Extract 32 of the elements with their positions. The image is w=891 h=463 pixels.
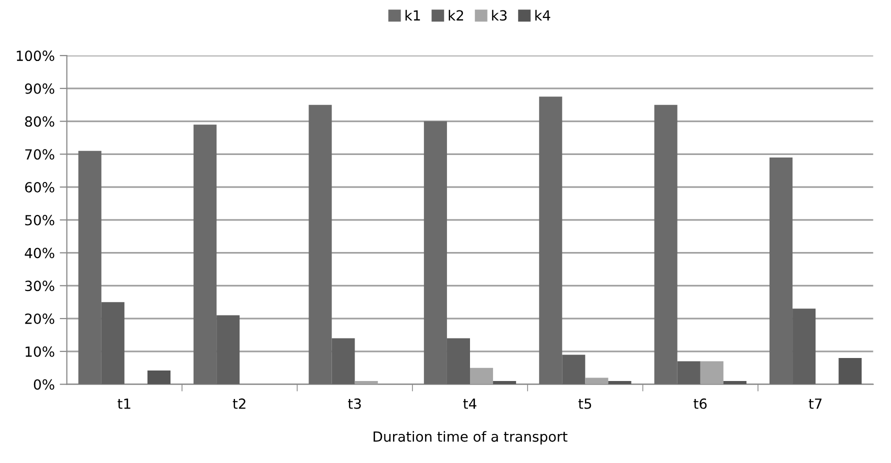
bar bbox=[585, 378, 608, 384]
x-tick-label: t1 bbox=[118, 398, 130, 409]
x-tick-label: t7 bbox=[808, 398, 822, 409]
bar bbox=[838, 358, 862, 384]
x-axis-title: Duration time of a transport bbox=[374, 431, 568, 445]
legend-label: k3 bbox=[492, 10, 507, 21]
y-tick-label: 10% bbox=[26, 346, 54, 357]
x-tick-label: t2 bbox=[232, 398, 246, 409]
y-tick-label: 40% bbox=[24, 248, 54, 258]
y-tick-label: 100% bbox=[16, 50, 54, 62]
y-tick-label: 0% bbox=[34, 379, 54, 390]
bar bbox=[470, 368, 494, 384]
y-tick-label: 90% bbox=[25, 83, 54, 94]
x-tick-label: t3 bbox=[348, 398, 361, 409]
bar bbox=[723, 381, 746, 384]
bar bbox=[608, 381, 632, 384]
y-tick-label: 80% bbox=[25, 116, 54, 127]
x-tick-label: t4 bbox=[463, 398, 476, 409]
bar bbox=[354, 381, 378, 384]
legend-label: k1 bbox=[406, 10, 420, 20]
y-tick-label: 50% bbox=[25, 214, 54, 226]
y-tick-label: 20% bbox=[25, 314, 54, 324]
legend-label: k4 bbox=[535, 10, 550, 20]
bar bbox=[493, 381, 516, 384]
bar bbox=[147, 370, 170, 384]
y-tick-label: 60% bbox=[25, 182, 54, 193]
y-tick-label: 30% bbox=[25, 280, 54, 292]
legend-label: k2 bbox=[448, 10, 464, 20]
x-tick-label: t6 bbox=[694, 398, 707, 409]
y-tick-label: 70% bbox=[25, 149, 54, 160]
x-tick-label: t5 bbox=[578, 398, 592, 409]
bar bbox=[700, 361, 724, 384]
